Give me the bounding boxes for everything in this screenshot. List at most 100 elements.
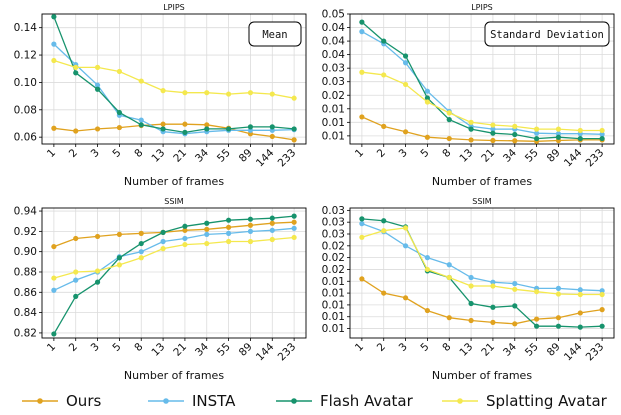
series-line-flash [53,215,295,335]
legend-swatch-marker [457,398,463,404]
data-point-splatting [512,286,518,292]
data-point-flash [182,223,188,229]
x-axis-label: Number of frames [124,175,224,188]
data-point-ours [555,315,562,321]
data-point-flash [204,126,210,132]
y-tick-label: 0.10 [14,77,37,89]
panel-title: LPIPS [471,3,493,12]
annotation-box [484,21,610,47]
data-point-flash [116,255,122,261]
data-point-flash [73,70,79,76]
data-point-ours [291,219,297,225]
data-point-ours [359,114,365,120]
y-tick-label: 0.86 [14,287,38,299]
data-point-splatting [599,127,605,134]
panel-title: LPIPS [163,3,185,12]
data-point-flash [381,218,387,224]
y-tick-label: 0.04 [322,22,346,34]
data-point-flash [51,331,57,337]
data-point-flash [599,135,605,142]
data-point-ours [51,125,57,131]
data-point-ours [599,307,605,313]
data-point-flash [247,124,254,130]
legend-label: Ours [66,392,101,410]
x-axis-label: Number of frames [124,369,224,382]
data-point-splatting [291,95,297,101]
y-tick-label: 0.03 [322,229,345,241]
data-point-flash [534,135,540,142]
data-point-splatting [204,240,210,247]
x-tick-label: 5 [110,341,123,354]
data-point-ours [402,129,409,135]
data-point-flash [138,122,144,128]
legend: Ours INSTA Flash Avatar Splatting Avatar [22,392,608,410]
series-line-ours [361,116,603,142]
data-point-ours [116,124,122,131]
data-point-splatting [73,64,79,70]
x-tick-label: 89 [545,341,563,359]
data-point-flash [555,134,562,140]
x-tick-label: 34 [501,147,519,165]
data-point-flash [160,126,166,132]
series-line-splatting [53,59,295,99]
data-point-insta [269,227,275,233]
data-point-splatting [160,246,166,252]
data-point-insta [599,131,605,137]
plot-frame [41,13,307,145]
data-point-splatting [534,126,540,132]
y-tick-label: 0.03 [322,217,345,229]
series-line-insta [53,43,295,135]
data-point-ours [94,233,101,240]
x-tick-label: 13 [457,147,475,165]
y-tick-label: 0.94 [14,206,38,218]
data-point-insta [512,281,518,287]
data-point-insta [359,221,365,227]
x-tick-label: 55 [215,341,233,359]
data-point-flash [359,216,365,222]
data-point-ours [226,224,232,230]
y-tick-label: 0.12 [14,50,37,62]
x-tick-label: 144 [254,147,277,170]
data-point-flash [291,213,297,219]
y-tick-label: 0.01 [322,299,345,311]
data-point-flash [204,220,210,226]
data-point-ours [73,128,79,134]
data-point-insta [204,231,210,238]
data-point-ours [424,134,430,140]
data-point-flash [468,300,474,307]
x-tick-label: 34 [501,341,519,359]
data-point-splatting [182,241,188,248]
data-point-splatting [226,91,232,97]
data-point-flash [269,215,275,221]
data-point-flash [94,279,101,285]
x-tick-label: 3 [397,341,410,354]
x-tick-label: 144 [562,341,585,364]
data-point-splatting [446,274,452,281]
x-tick-label: 21 [171,341,189,359]
x-tick-label: 55 [523,341,541,359]
legend-swatch-marker [37,398,43,404]
x-tick-label: 233 [584,341,607,364]
series-line-ours [361,278,603,325]
series-line-ours [53,221,295,248]
data-point-flash [490,130,496,136]
data-point-splatting [381,72,387,78]
x-tick-label: 1 [353,147,366,160]
data-point-splatting [138,78,144,84]
data-point-flash [138,240,144,247]
y-tick-label: 0.03 [322,76,345,88]
data-point-flash [359,19,365,25]
data-point-splatting [599,291,605,298]
data-point-splatting [116,262,122,268]
data-point-insta [138,117,144,123]
x-tick-label: 21 [171,147,189,165]
data-point-splatting [424,99,430,105]
x-tick-label: 2 [67,147,80,160]
data-point-insta [446,262,452,268]
data-point-insta [577,287,583,293]
legend-label: Flash Avatar [320,392,414,410]
data-point-ours [424,307,430,314]
data-point-flash [160,229,166,235]
data-point-ours [359,276,365,282]
